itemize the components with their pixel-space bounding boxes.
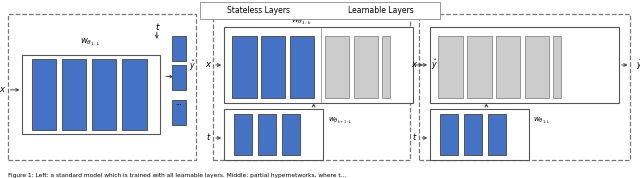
Bar (234, 114, 252, 155)
Bar (205, 5, 224, 16)
Bar (438, 36, 463, 98)
Text: Stateless Layers: Stateless Layers (227, 6, 290, 15)
Bar (488, 114, 506, 155)
Bar (430, 109, 529, 160)
Bar (62, 59, 86, 130)
Bar (325, 36, 349, 98)
Text: $w_{\theta_{1:k}}$: $w_{\theta_{1:k}}$ (291, 16, 311, 27)
Text: $w_{\theta_{1:L}}$: $w_{\theta_{1:L}}$ (533, 116, 551, 126)
Bar (32, 59, 56, 130)
Text: Figure 1: Left: a standard model which is trained with all learnable layers. Mid: Figure 1: Left: a standard model which i… (8, 173, 346, 178)
Bar (261, 36, 285, 98)
Bar (22, 55, 160, 134)
Bar (172, 100, 186, 125)
Bar (525, 36, 549, 98)
Text: ...: ... (175, 100, 182, 106)
Bar (496, 36, 520, 98)
Text: $w_{\theta_{1:L}}$: $w_{\theta_{1:L}}$ (79, 37, 100, 48)
Bar (224, 109, 323, 160)
Bar (419, 14, 630, 160)
Text: x: x (411, 61, 416, 69)
Text: $w_{\theta_{k+1:L}}$: $w_{\theta_{k+1:L}}$ (328, 116, 352, 126)
Bar (467, 36, 492, 98)
Bar (290, 36, 314, 98)
Bar (232, 36, 257, 98)
Text: t: t (207, 134, 210, 142)
Bar (213, 14, 410, 160)
Text: t: t (413, 134, 416, 142)
Text: Learnable Layers: Learnable Layers (348, 6, 413, 15)
Bar (325, 5, 344, 16)
Bar (553, 36, 561, 98)
Bar (92, 59, 116, 130)
Bar (430, 27, 619, 103)
Bar (354, 36, 378, 98)
Text: t: t (155, 23, 159, 32)
Bar (172, 36, 186, 61)
Bar (440, 114, 458, 155)
Text: $\hat{y}$: $\hat{y}$ (431, 58, 438, 72)
Text: $\hat{y}$: $\hat{y}$ (636, 58, 640, 72)
Bar (172, 65, 186, 90)
Text: x: x (0, 85, 4, 94)
Text: x: x (205, 61, 210, 69)
Bar (464, 114, 482, 155)
Bar (122, 59, 147, 130)
Bar (282, 114, 300, 155)
Bar (382, 36, 390, 98)
Bar (8, 14, 196, 160)
Bar (224, 27, 413, 103)
Bar (200, 2, 440, 19)
Text: $\hat{y}$: $\hat{y}$ (189, 59, 196, 73)
Bar (258, 114, 276, 155)
